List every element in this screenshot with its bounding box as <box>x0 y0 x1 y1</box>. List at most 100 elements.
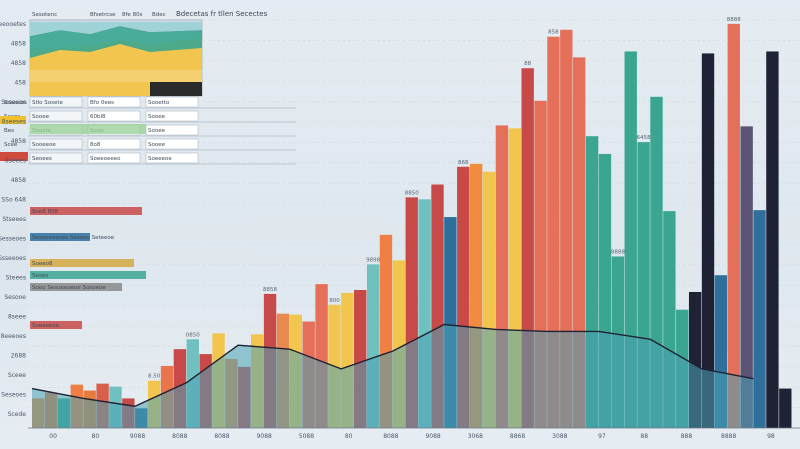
bar-value-label: 8858 <box>263 287 277 293</box>
x-tick-label: 98 <box>767 433 775 440</box>
bar-value-label: 800 <box>329 298 340 304</box>
table-cell-box <box>145 152 199 164</box>
y-tick-label: Sesseoes <box>0 236 26 243</box>
bar <box>547 36 560 429</box>
table-highlight-yellow <box>0 116 26 124</box>
y-tick-label: SSo 648 <box>1 197 26 204</box>
bar <box>779 388 792 428</box>
table-cell-box <box>145 96 199 108</box>
y-tick-label: 2688 <box>11 353 26 360</box>
table-cell: Sooeeoe <box>32 142 56 148</box>
bar-value-label: 8.50 <box>148 374 161 380</box>
stacked-layer-dark <box>150 82 202 96</box>
x-tick-label: 8088 <box>383 433 398 440</box>
table-highlight-red <box>0 152 28 161</box>
bar-value-label: 858 <box>548 30 559 36</box>
y-tick-label: 8seees <box>5 158 26 165</box>
x-tick-label: 80 <box>92 433 100 440</box>
bar-value-label: 88 <box>524 61 531 67</box>
table-cell-box <box>29 96 83 108</box>
x-tick-label: 97 <box>598 433 606 440</box>
bar-value-label: 9898 <box>366 257 380 263</box>
legend-swatch <box>30 283 122 291</box>
y-tick-label: 8seeses <box>2 119 26 126</box>
table-cell: Sooee <box>148 142 166 148</box>
bar-value-label: 868 <box>458 160 469 166</box>
table-row-label: Soseeos <box>4 100 27 106</box>
header-label: Bfsetrcse <box>90 12 116 18</box>
bar <box>560 29 573 429</box>
x-tick-label: 888 <box>681 433 693 440</box>
header-label: Sesotenc <box>32 12 57 18</box>
x-tick-label: 5088 <box>299 433 314 440</box>
stacked-band <box>30 70 202 82</box>
table-cell: Seoees <box>32 156 52 162</box>
y-tick-label: 458 <box>15 80 27 87</box>
y-tick-label: 8eeeoes <box>1 333 26 340</box>
x-tick-label: 8868 <box>510 433 525 440</box>
y-tick-label: 4858 <box>11 60 26 67</box>
table-cell-box <box>87 138 141 150</box>
x-tick-label: 3088 <box>552 433 567 440</box>
table-cell-box <box>87 152 141 164</box>
x-tick-label: 80 <box>345 433 353 440</box>
table-cell-box <box>29 152 83 164</box>
x-tick-label: 8888 <box>721 433 736 440</box>
bar <box>727 23 740 428</box>
legend-swatch <box>30 321 82 329</box>
bar <box>701 53 715 429</box>
y-tick-label: Soseeos <box>1 99 26 106</box>
header-label: 8fe 80s <box>122 12 143 18</box>
table-cell: Sooetto <box>148 100 170 106</box>
legend-swatch <box>30 271 146 279</box>
table-cell: 60bl8 <box>90 114 106 120</box>
x-tick-label: 8088 <box>172 433 187 440</box>
table-row-label: Scee <box>4 142 18 148</box>
y-tick-label: Sceee <box>8 372 26 379</box>
table-cell: Stlo Sosete <box>32 100 64 106</box>
table-cell-box <box>87 96 141 108</box>
legend-swatch <box>30 259 134 267</box>
y-tick-label: Stseees <box>3 216 27 223</box>
legend-label: Sooo Sesoeeoeoe Sosoeoe <box>32 285 106 291</box>
header-label: Bdec <box>152 12 166 18</box>
table-cell: Bfo 0ees <box>90 100 114 106</box>
bar-value-label: 8888 <box>727 17 741 23</box>
legend-label: Soeeo8 <box>32 261 53 267</box>
chart-title: Bdecetas fr tllen Secectes <box>176 10 268 18</box>
legend: Soe8 808 Sesooeeeoes Seseeo Seteeoe Soeeo8… <box>30 207 146 329</box>
table-cell-box <box>145 110 199 122</box>
x-tick-label: 8088 <box>214 433 229 440</box>
y-tick-label: Sesooe <box>4 294 26 301</box>
x-tick-label: 00 <box>49 433 57 440</box>
y-tick-label: Scede <box>8 411 27 418</box>
legend-label: Soe8 808 <box>32 209 58 215</box>
table-cell: Sooee <box>148 128 166 134</box>
table-cell: Sooee <box>32 114 50 120</box>
bar <box>624 51 637 428</box>
y-tick-label: 4858 <box>11 41 26 48</box>
bar-value-label: 0850 <box>186 332 200 338</box>
table-row-label: Bes <box>4 128 14 134</box>
table-cell: Soeeeoe <box>148 156 172 162</box>
area-line <box>31 323 754 408</box>
y-tick-label: 4858 <box>11 177 26 184</box>
table-cell: 8o8 <box>90 142 101 148</box>
legend-label: Soeeeeoe <box>32 323 60 329</box>
x-tick-label: 9088 <box>257 433 272 440</box>
table-cell-box <box>87 110 141 122</box>
y-tick-label: Seeooetes <box>0 21 26 28</box>
table-highlight-green <box>30 124 146 134</box>
legend-label: Sesooeeeoes Seseeo Seteeoe <box>32 235 115 241</box>
y-tick-label: 4858 <box>11 138 26 145</box>
x-tick-label: 88 <box>640 433 648 440</box>
table-cell-box <box>145 138 199 150</box>
table-cell-box <box>29 138 83 150</box>
y-tick-label: Ssseeoes <box>0 255 26 262</box>
axis-ticks: Seeooetes 4858 4858 458 Soseeos 8seeses 4858 8s… <box>0 21 775 440</box>
legend-swatch <box>30 207 142 215</box>
bar-value-label: 8850 <box>405 190 419 196</box>
x-tick-label: 3068 <box>468 433 483 440</box>
